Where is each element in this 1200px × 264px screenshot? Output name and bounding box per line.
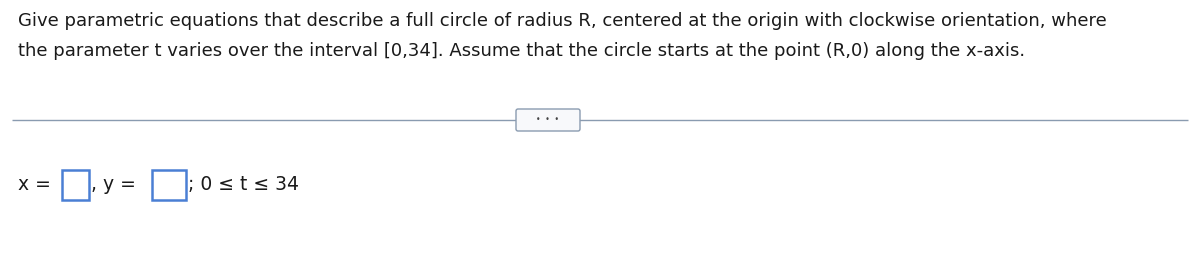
FancyBboxPatch shape <box>152 170 186 200</box>
Text: the parameter t varies over the interval [0,34]. Assume that the circle starts a: the parameter t varies over the interval… <box>18 42 1025 60</box>
Text: ; 0 ≤ t ≤ 34: ; 0 ≤ t ≤ 34 <box>188 176 299 195</box>
FancyBboxPatch shape <box>516 109 580 131</box>
Text: , y =: , y = <box>91 176 142 195</box>
FancyBboxPatch shape <box>62 170 89 200</box>
Text: Give parametric equations that describe a full circle of radius R, centered at t: Give parametric equations that describe … <box>18 12 1106 30</box>
Text: x =: x = <box>18 176 56 195</box>
Text: •  •  •: • • • <box>536 116 559 125</box>
